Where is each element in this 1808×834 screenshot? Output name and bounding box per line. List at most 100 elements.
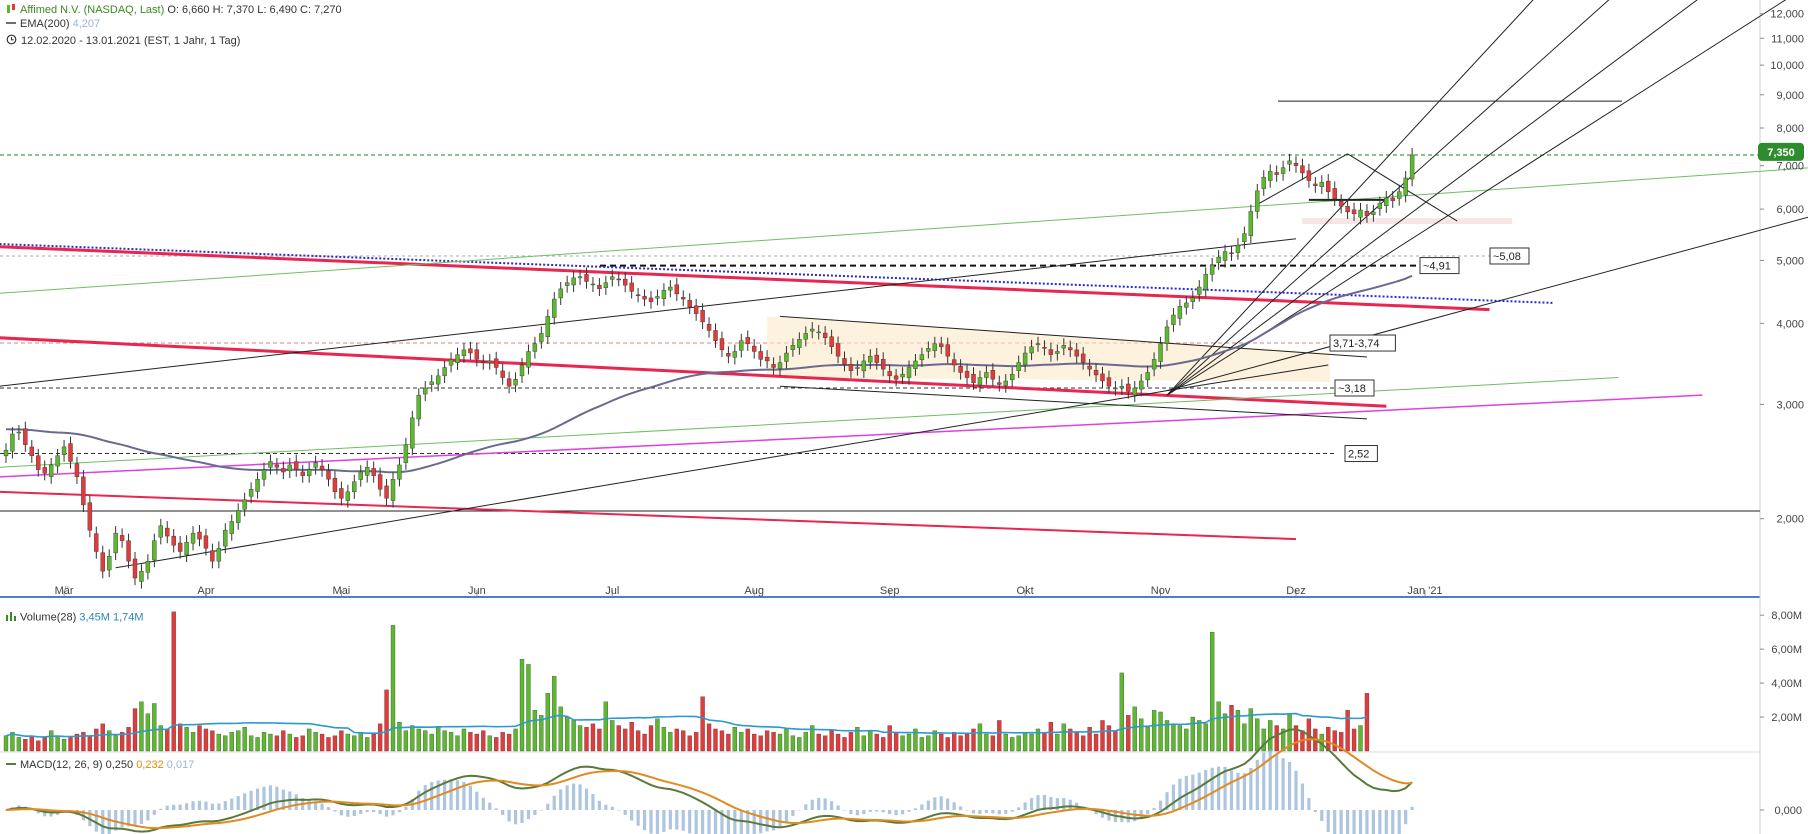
macd-histogram-bar (249, 790, 253, 810)
candle (971, 373, 976, 383)
volume-bar (681, 730, 686, 752)
macd-histogram-bar (126, 810, 131, 827)
candle (1010, 373, 1015, 381)
candle (1126, 383, 1131, 392)
volume-bar (990, 735, 995, 752)
candle (816, 331, 821, 334)
candle (919, 354, 925, 361)
candle (416, 394, 421, 420)
candle (1364, 210, 1370, 216)
volume-bar (984, 733, 989, 752)
macd-histogram-bar (1249, 767, 1253, 810)
volume-bar (1048, 721, 1054, 752)
volume-bar (1280, 728, 1286, 752)
volume-bar (584, 727, 589, 752)
candle (55, 455, 60, 467)
volume-bar (416, 728, 421, 752)
candle (184, 541, 189, 556)
candle (423, 387, 428, 395)
volume-bar (197, 725, 202, 752)
macd-histogram-bar (449, 779, 453, 810)
candle (868, 355, 873, 363)
candle (977, 377, 983, 386)
candle (835, 343, 841, 357)
volume-bar (158, 725, 163, 752)
candle (1390, 197, 1395, 201)
macd-value-2: 0,232 (136, 759, 164, 771)
price-tick-label: 3,000 (1776, 399, 1804, 411)
macd-histogram-bar (759, 810, 763, 834)
macd-histogram-bar (797, 809, 801, 811)
macd-histogram-bar (707, 810, 711, 834)
volume-bar (1190, 716, 1195, 752)
macd-histogram-bar (1378, 810, 1382, 834)
candle (1119, 386, 1125, 389)
macd-histogram-bar (36, 810, 40, 814)
macd-histogram-bar (1410, 806, 1414, 810)
consolidation-zone (767, 316, 1330, 382)
macd-histogram-bar (1004, 810, 1008, 814)
candle (1035, 343, 1041, 345)
volume-bar (274, 735, 280, 752)
volume-bar (648, 725, 654, 752)
candle (1267, 171, 1273, 181)
macd-histogram-bar (230, 798, 234, 810)
price-tick-label: 7,000 (1776, 161, 1804, 173)
candle (100, 552, 105, 572)
macd-histogram-bar (1404, 810, 1408, 825)
macd-histogram-bar (810, 799, 814, 810)
volume-bar (635, 730, 641, 752)
volume-bar (526, 664, 531, 752)
macd-histogram-bar (223, 801, 227, 810)
candle (984, 372, 989, 378)
volume-bar (1339, 732, 1344, 752)
volume-bar (1345, 710, 1350, 752)
x-tick-label: Jun (468, 585, 486, 597)
candle (261, 469, 267, 480)
macd-histogram-bar (533, 810, 537, 816)
price-tick-label: 9,000 (1776, 90, 1804, 102)
magenta-trendline (0, 394, 1703, 478)
candle (661, 289, 667, 299)
candle (165, 527, 170, 537)
macd-histogram-bar (1320, 810, 1324, 821)
candle (306, 469, 312, 476)
macd-histogram-bar (642, 810, 647, 831)
candle (474, 349, 480, 360)
volume-bar (1016, 735, 1021, 752)
macd-histogram-bar (997, 810, 1001, 815)
macd-histogram-bar (236, 796, 240, 810)
volume-bar (339, 730, 344, 752)
macd-histogram-bar (1223, 766, 1227, 810)
candle (1184, 302, 1189, 308)
price-annotations: 7,350 ~5,08 ~4,91 3,71-3,74 ~3,18 2,52 (1329, 142, 1804, 463)
candle (803, 333, 808, 340)
candle (552, 298, 557, 318)
candle (1093, 370, 1099, 376)
macd-histogram-bar (139, 810, 144, 825)
volume-bar (539, 715, 544, 752)
candle (932, 343, 937, 351)
macd-histogram-bar (978, 810, 982, 815)
candle (1261, 176, 1266, 189)
volume-bar (1068, 728, 1073, 752)
candle (764, 356, 770, 362)
macd-histogram-bar (275, 786, 279, 810)
macd-histogram-bar (1333, 810, 1337, 834)
volume-bar (68, 737, 73, 752)
macd-histogram-bar (1088, 810, 1092, 811)
macd-histogram-bar (733, 810, 737, 834)
trendline (1166, 216, 1808, 392)
candle (519, 364, 525, 377)
volume-bar (487, 735, 492, 752)
macd-histogram-bar (1178, 778, 1182, 810)
volume-bar (345, 733, 351, 752)
macd-histogram-bar (726, 810, 730, 834)
volume-bar (397, 721, 402, 752)
macd-histogram-bar (836, 805, 840, 810)
macd-histogram-bar (1236, 772, 1240, 810)
volume-bar (1261, 728, 1266, 752)
macd-histogram-bar (630, 810, 634, 821)
volume-bar (16, 737, 22, 752)
macd-histogram-bar (133, 810, 137, 827)
